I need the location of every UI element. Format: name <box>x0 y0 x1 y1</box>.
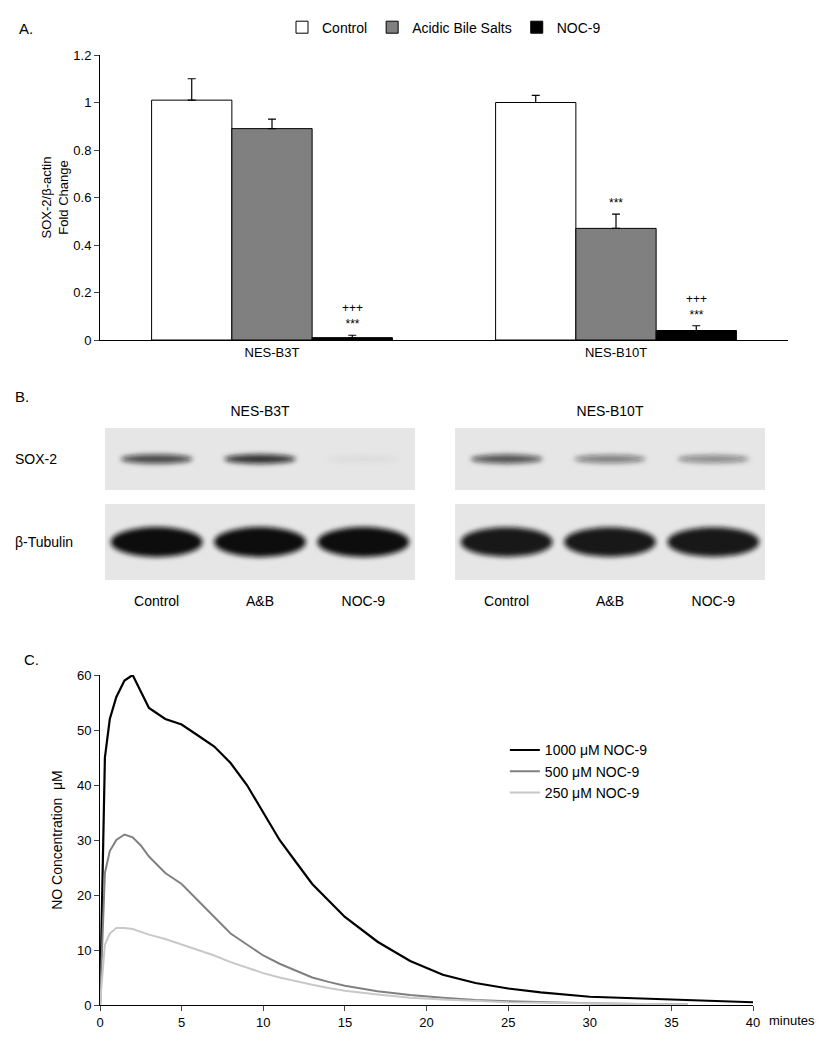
svg-text:15: 15 <box>338 1015 352 1030</box>
svg-text:1.2: 1.2 <box>73 48 91 63</box>
svg-text:40: 40 <box>746 1015 760 1030</box>
svg-text:NES-B3T: NES-B3T <box>245 345 300 360</box>
svg-text:60: 60 <box>77 668 91 683</box>
svg-text:NOC-9: NOC-9 <box>557 20 601 36</box>
svg-text:NOC-9: NOC-9 <box>692 593 736 609</box>
svg-text:SOX-2/β-actinFold Change: SOX-2/β-actinFold Change <box>39 157 71 239</box>
svg-text:0: 0 <box>84 998 91 1013</box>
svg-text:0.4: 0.4 <box>73 238 91 253</box>
svg-text:NOC-9: NOC-9 <box>342 593 386 609</box>
svg-text:30: 30 <box>583 1015 597 1030</box>
svg-text:1000 μM NOC-9: 1000 μM NOC-9 <box>545 742 647 758</box>
svg-text:Control: Control <box>322 20 367 36</box>
svg-text:0.2: 0.2 <box>73 285 91 300</box>
svg-text:10: 10 <box>256 1015 270 1030</box>
svg-text:A&B: A&B <box>596 593 624 609</box>
svg-text:30: 30 <box>77 833 91 848</box>
svg-text:25: 25 <box>501 1015 515 1030</box>
svg-text:250 μM NOC-9: 250 μM NOC-9 <box>545 785 640 801</box>
svg-text:NES-B3T: NES-B3T <box>230 403 290 419</box>
svg-text:40: 40 <box>77 778 91 793</box>
svg-text:β-Tubulin: β-Tubulin <box>15 534 73 550</box>
svg-text:***: *** <box>609 196 623 210</box>
svg-text:5: 5 <box>178 1015 185 1030</box>
svg-text:Control: Control <box>134 593 179 609</box>
svg-text:0: 0 <box>84 333 91 348</box>
svg-text:0: 0 <box>96 1015 103 1030</box>
svg-text:1: 1 <box>84 95 91 110</box>
svg-text:NES-B10T: NES-B10T <box>577 403 644 419</box>
svg-text:A&B: A&B <box>246 593 274 609</box>
svg-text:Acidic Bile Salts: Acidic Bile Salts <box>412 20 512 36</box>
svg-text:+++***: +++*** <box>686 292 707 322</box>
svg-text:SOX-2: SOX-2 <box>15 451 57 467</box>
svg-text:0.8: 0.8 <box>73 143 91 158</box>
svg-text:20: 20 <box>77 888 91 903</box>
svg-text:10: 10 <box>77 943 91 958</box>
svg-text:20: 20 <box>419 1015 433 1030</box>
svg-text:NES-B10T: NES-B10T <box>585 345 647 360</box>
svg-text:Control: Control <box>484 593 529 609</box>
svg-text:A.: A. <box>19 20 33 37</box>
svg-text:minutes: minutes <box>769 1013 815 1028</box>
svg-text:C.: C. <box>24 651 39 668</box>
svg-text:500 μM NOC-9: 500 μM NOC-9 <box>545 764 640 780</box>
svg-text:35: 35 <box>664 1015 678 1030</box>
svg-text:NO Concentration μM: NO Concentration μM <box>49 770 65 910</box>
svg-text:B.: B. <box>15 388 29 405</box>
svg-text:0.6: 0.6 <box>73 190 91 205</box>
svg-text:+++***: +++*** <box>342 301 363 331</box>
svg-text:50: 50 <box>77 723 91 738</box>
